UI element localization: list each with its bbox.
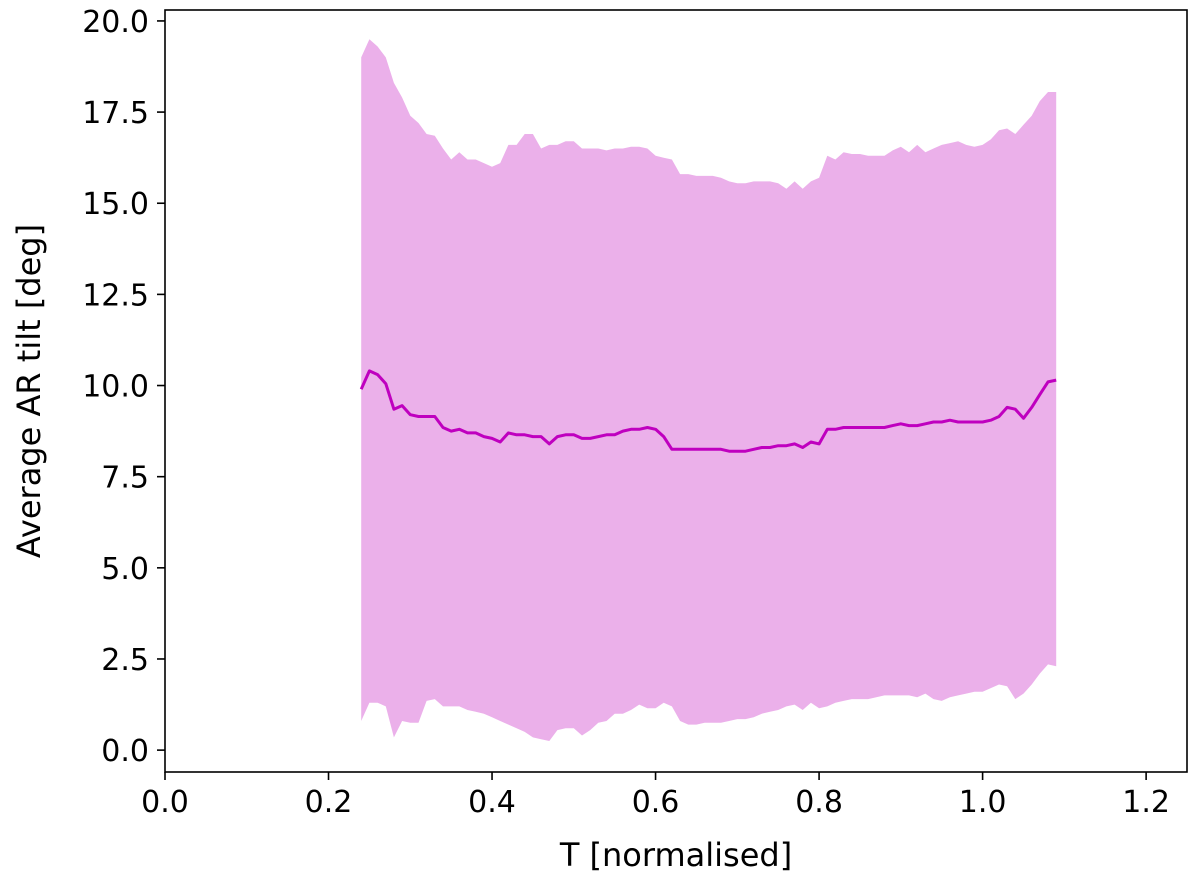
uncertainty-band (361, 39, 1057, 741)
y-tick-label: 7.5 (101, 461, 149, 496)
plot-area (359, 39, 1057, 741)
y-tick-label: 12.5 (82, 278, 149, 313)
average-tilt-line (359, 369, 1057, 453)
y-axis-ticks: 0.0 2.5 5.0 7.5 10.0 12.5 15.0 17.5 20.0 (82, 5, 165, 769)
y-tick-label: 0.0 (101, 734, 149, 769)
x-tick-label: 0.4 (468, 785, 516, 820)
y-tick-label: 2.5 (101, 643, 149, 678)
x-axis-ticks: 0.0 0.2 0.4 0.6 0.8 1.0 1.2 (141, 772, 1170, 820)
axes-frame (164, 9, 1188, 773)
x-tick-label: 0.0 (141, 785, 189, 820)
x-tick-label: 0.2 (305, 785, 353, 820)
y-tick-label: 17.5 (82, 96, 149, 131)
x-tick-label: 1.2 (1122, 785, 1170, 820)
y-tick-label: 15.0 (82, 187, 149, 222)
y-tick-label: 5.0 (101, 552, 149, 587)
y-tick-label: 20.0 (82, 5, 149, 40)
x-tick-label: 0.8 (795, 785, 843, 820)
y-tick-label: 10.0 (82, 370, 149, 405)
x-tick-label: 1.0 (959, 785, 1007, 820)
x-axis-label: T [normalised] (559, 836, 792, 874)
x-tick-label: 0.6 (632, 785, 680, 820)
y-axis-label: Average AR tilt [deg] (10, 224, 48, 558)
